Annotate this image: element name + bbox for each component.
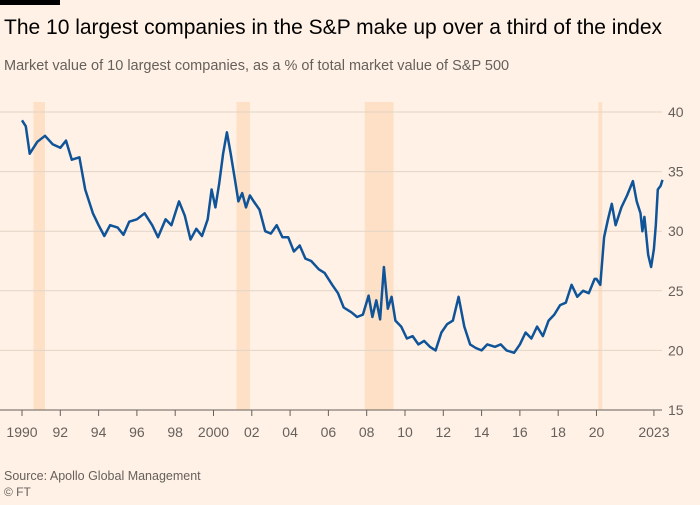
x-tick-label: 06	[321, 424, 337, 440]
y-tick-label: 25	[668, 283, 684, 299]
credit: © FT	[4, 485, 32, 499]
x-tick-label: 04	[282, 424, 298, 440]
x-tick-label: 1990	[6, 424, 37, 440]
x-tick-label: 14	[474, 424, 490, 440]
x-tick-label: 2023	[638, 424, 669, 440]
top-bar	[0, 0, 60, 5]
x-tick-label: 96	[129, 424, 145, 440]
y-tick-label: 20	[668, 342, 684, 358]
recession-band	[598, 102, 603, 410]
source: Source: Apollo Global Management	[4, 469, 201, 483]
recession-band	[236, 102, 250, 410]
y-tick-label: 40	[668, 104, 684, 120]
y-tick-label: 30	[668, 223, 684, 239]
x-tick-label: 92	[53, 424, 69, 440]
chart-subtitle: Market value of 10 largest companies, as…	[4, 58, 509, 74]
x-tick-label: 98	[167, 424, 183, 440]
x-tick-label: 18	[550, 424, 566, 440]
x-tick-label: 10	[397, 424, 413, 440]
x-tick-label: 2000	[198, 424, 229, 440]
x-tick-label: 16	[512, 424, 528, 440]
recession-band	[364, 102, 394, 410]
data-line	[20, 119, 664, 355]
x-tick-label: 08	[359, 424, 375, 440]
recession-band	[33, 102, 45, 410]
x-tick-label: 12	[435, 424, 451, 440]
x-tick-label: 02	[244, 424, 260, 440]
y-tick-label: 35	[668, 164, 684, 180]
chart-title: The 10 largest companies in the S&P make…	[4, 16, 662, 39]
x-tick-label: 20	[589, 424, 605, 440]
x-tick-label: 94	[91, 424, 107, 440]
y-tick-label: 15	[668, 402, 684, 418]
